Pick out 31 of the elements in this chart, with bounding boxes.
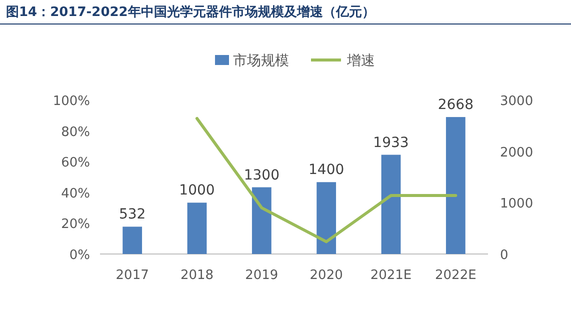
y-tick-label: 60% <box>61 156 90 171</box>
data-label: 1300 <box>244 167 280 184</box>
y-tick-label: 100% <box>52 94 90 109</box>
bar <box>446 117 466 254</box>
x-tick-label: 2017 <box>116 268 149 283</box>
y2-tick-label: 1000 <box>500 196 534 212</box>
x-tick-label: 2020 <box>310 268 343 283</box>
x-tick-label: 2021E <box>370 268 412 283</box>
data-label: 1933 <box>373 134 409 151</box>
y2-tick-label: 2000 <box>500 145 534 160</box>
y-tick-label: 80% <box>61 124 90 140</box>
bar <box>252 187 272 254</box>
y-tick-label: 0% <box>69 248 90 263</box>
y-tick-label: 40% <box>61 186 90 202</box>
legend-label: 增速 <box>346 53 375 69</box>
data-label: 2668 <box>438 97 474 114</box>
data-label: 1000 <box>179 182 215 199</box>
bar <box>122 226 142 254</box>
bar <box>316 182 336 254</box>
data-label: 532 <box>118 206 146 223</box>
bar <box>187 202 207 254</box>
y2-tick-label: 3000 <box>500 94 534 109</box>
x-tick-label: 2022E <box>435 268 476 283</box>
bar <box>381 154 401 254</box>
y2-tick-label: 0 <box>500 248 508 263</box>
x-tick-label: 2019 <box>245 268 278 283</box>
x-tick-label: 2018 <box>180 268 214 283</box>
data-label: 1400 <box>308 162 344 178</box>
legend-label: 市场规模 <box>233 53 289 69</box>
title: 图14：2017-2022年中国光学元器件市场规模及增速（亿元） <box>6 5 375 20</box>
y-tick-label: 20% <box>61 217 90 232</box>
